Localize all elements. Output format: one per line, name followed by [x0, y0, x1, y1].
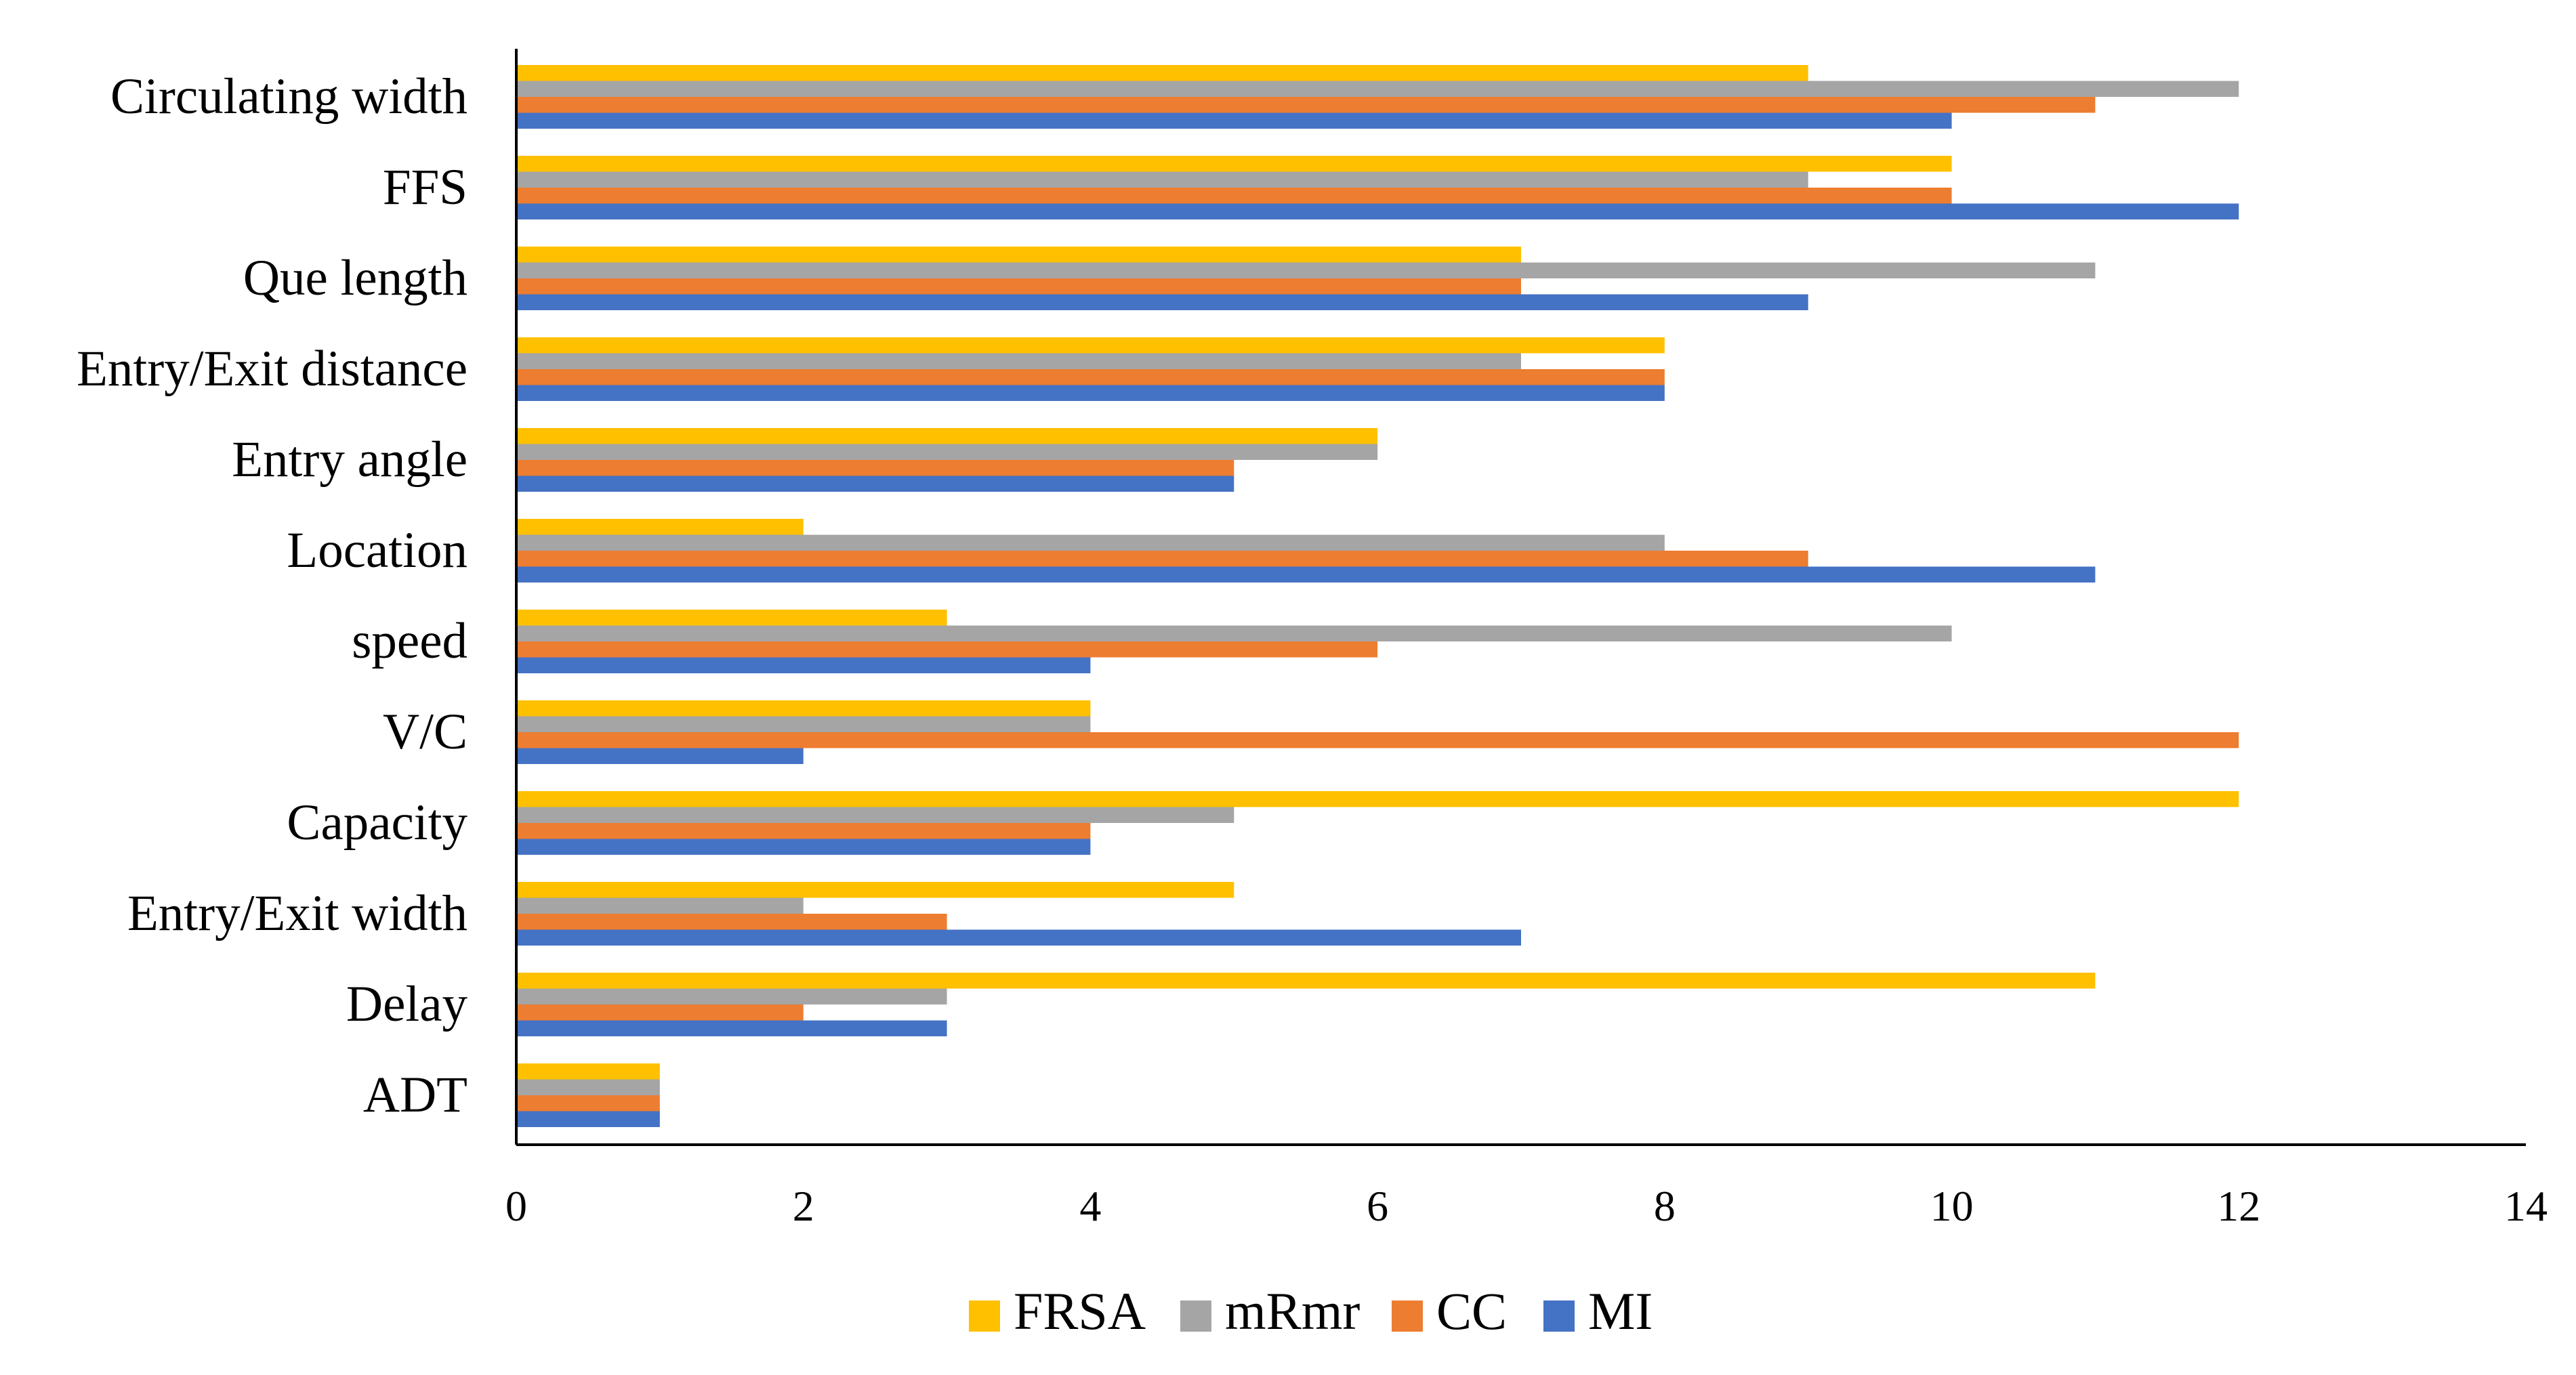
bar-mrmr-location: [516, 534, 1665, 551]
bar-mi-que-length: [516, 294, 1808, 310]
bar-mrmr-entry-angle: [516, 444, 1378, 460]
bar-mi-entry-exit-width: [516, 929, 1521, 946]
bar-cc-v-c: [516, 732, 2239, 748]
bar-frsa-delay: [516, 973, 2096, 989]
bar-frsa-location: [516, 519, 804, 535]
bar-frsa-speed: [516, 610, 947, 626]
category-label-entry-exit-distance: Entry/Exit distance: [77, 341, 468, 397]
bar-mi-entry-exit-distance: [516, 385, 1665, 401]
bar-cc-circulating-width: [516, 97, 2096, 113]
bar-cc-entry-exit-distance: [516, 369, 1665, 385]
category-label-entry-exit-width: Entry/Exit width: [127, 885, 468, 942]
x-tick-label-6: 6: [1367, 1182, 1388, 1230]
x-tick-label-0: 0: [505, 1182, 527, 1230]
bar-mrmr-ffs: [516, 171, 1808, 188]
bar-cc-ffs: [516, 188, 1952, 204]
legend-swatch-cc: [1392, 1300, 1423, 1332]
category-label-speed: speed: [352, 613, 468, 669]
bar-frsa-ffs: [516, 156, 1952, 172]
bar-mi-circulating-width: [516, 112, 1952, 129]
bar-mrmr-entry-exit-distance: [516, 353, 1521, 369]
bar-cc-capacity: [516, 823, 1091, 839]
category-label-location: Location: [287, 522, 468, 578]
bar-frsa-circulating-width: [516, 65, 1808, 81]
x-tick-label-12: 12: [2217, 1182, 2260, 1230]
bar-mrmr-que-length: [516, 262, 2096, 278]
x-tick-label-4: 4: [1079, 1182, 1101, 1230]
bar-mi-ffs: [516, 203, 2239, 219]
axes-layer: [515, 49, 2526, 1146]
bar-mi-delay: [516, 1020, 947, 1036]
bars-layer: [516, 65, 2239, 1127]
category-label-delay: Delay: [346, 976, 468, 1032]
bar-mi-entry-angle: [516, 475, 1234, 492]
labels-layer: Circulating width FFS Que length Entry/Exit…: [77, 68, 2548, 1230]
bar-cc-delay: [516, 1004, 804, 1021]
bar-mrmr-entry-exit-width: [516, 897, 804, 914]
bar-cc-entry-angle: [516, 460, 1234, 476]
x-tick-label-14: 14: [2504, 1182, 2548, 1230]
x-tick-label-10: 10: [1930, 1182, 1974, 1230]
bar-mrmr-capacity: [516, 807, 1234, 823]
bar-mrmr-adt: [516, 1079, 660, 1095]
category-label-entry-angle: Entry angle: [232, 431, 468, 488]
category-label-ffs: FFS: [383, 159, 468, 215]
bar-frsa-que-length: [516, 247, 1521, 263]
category-label-adt: ADT: [363, 1067, 468, 1123]
bar-cc-location: [516, 551, 1808, 567]
bar-mrmr-speed: [516, 625, 1952, 641]
bar-frsa-v-c: [516, 700, 1091, 717]
legend-label-mi: MI: [1588, 1282, 1653, 1340]
bar-frsa-entry-exit-distance: [516, 337, 1665, 354]
bar-frsa-adt: [516, 1063, 660, 1080]
bar-cc-speed: [516, 641, 1378, 658]
bar-mrmr-v-c: [516, 716, 1091, 732]
bar-mi-v-c: [516, 748, 804, 764]
category-label-v-c: V/C: [383, 704, 468, 760]
bar-mi-location: [516, 566, 2096, 583]
bar-mi-speed: [516, 657, 1091, 673]
bar-frsa-entry-angle: [516, 428, 1378, 444]
bar-cc-adt: [516, 1095, 660, 1112]
bar-frsa-entry-exit-width: [516, 882, 1234, 898]
category-label-que-length: Que length: [243, 250, 468, 306]
x-tick-label-2: 2: [793, 1182, 814, 1230]
legend-label-cc: CC: [1436, 1282, 1507, 1340]
bar-mrmr-delay: [516, 988, 947, 1004]
legend: FRSA mRmr CC MI: [969, 1282, 1653, 1340]
legend-swatch-frsa: [969, 1300, 1000, 1332]
x-tick-label-8: 8: [1654, 1182, 1676, 1230]
bar-mi-capacity: [516, 839, 1091, 855]
bar-cc-que-length: [516, 278, 1521, 295]
legend-swatch-mrmr: [1180, 1300, 1211, 1332]
legend-swatch-mi: [1543, 1300, 1575, 1332]
category-label-capacity: Capacity: [287, 795, 468, 851]
bar-cc-entry-exit-width: [516, 914, 947, 930]
bar-frsa-capacity: [516, 791, 2239, 807]
category-label-circulating-width: Circulating width: [110, 68, 468, 125]
bar-mrmr-circulating-width: [516, 81, 2239, 97]
bar-mi-adt: [516, 1111, 660, 1127]
legend-label-mrmr: mRmr: [1225, 1282, 1360, 1340]
legend-label-frsa: FRSA: [1014, 1282, 1146, 1340]
